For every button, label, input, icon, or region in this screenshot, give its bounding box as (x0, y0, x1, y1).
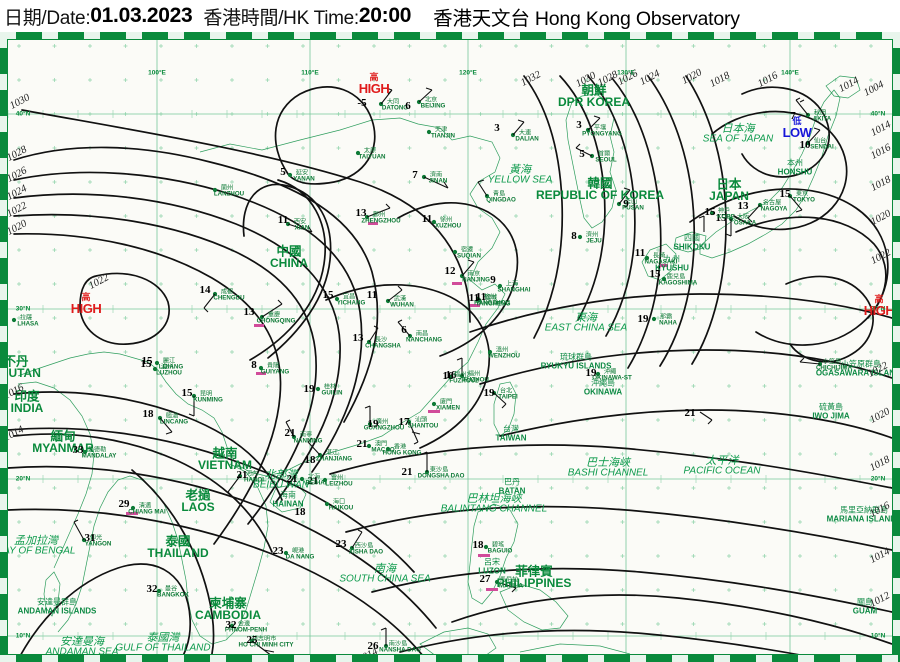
station-dot (426, 129, 432, 135)
weather-chart: .coast{fill:none;stroke:#2f9e5e;stroke-w… (0, 32, 900, 662)
pressure-centre-label-en: LOW (782, 125, 812, 140)
station-dot (287, 172, 293, 178)
station-dot (299, 476, 305, 482)
station-dot (476, 297, 482, 303)
station-dot (366, 443, 372, 449)
high-pressure-centre: 高 HIGH (358, 72, 390, 96)
station-dot (11, 317, 17, 323)
station-dot (483, 544, 489, 550)
station-dot (322, 477, 328, 483)
station-dot (709, 210, 715, 216)
station-dot (577, 234, 583, 240)
pressure-centre-label-en: HIGH (358, 81, 390, 96)
station-dot (487, 349, 493, 355)
station-dot (334, 296, 340, 302)
header-bar: 日期/Date: 01.03.2023 香港時間/HK Time: 20:00 … (0, 0, 900, 32)
date-value: 01.03.2023 (90, 4, 193, 27)
station-dot (385, 446, 391, 452)
low-pressure-centre: 低 LOW (782, 116, 812, 140)
station-dot (497, 283, 503, 289)
station-dot (156, 588, 162, 594)
date-label: 日期/Date: (4, 7, 91, 29)
station-dot (595, 371, 601, 377)
station-dot (315, 386, 321, 392)
time-value: 20:00 (358, 4, 412, 27)
organisation-name: 香港天文台 Hong Kong Observatory (433, 7, 740, 30)
chart-border-inner (7, 39, 893, 655)
station-dot (431, 219, 437, 225)
station-dot (452, 249, 458, 255)
pressure-centre-label-cn: 高 (81, 292, 91, 302)
pressure-centre-label-en: HIGH (863, 303, 895, 318)
station-dot (651, 316, 657, 322)
time-label: 香港時間/HK Time: (203, 7, 359, 29)
station-dot (661, 276, 667, 282)
station-dot (644, 255, 650, 261)
station-dot (324, 501, 330, 507)
station-dot (130, 505, 136, 511)
pressure-centre-label-cn: 低 (792, 116, 802, 126)
pressure-centre-label-cn: 高 (369, 72, 379, 82)
station-dot (154, 360, 160, 366)
station-dot (212, 187, 218, 193)
station-dot (283, 550, 289, 556)
station-dot (447, 374, 453, 380)
station-dot (82, 449, 88, 455)
station-dot (431, 401, 437, 407)
high-pressure-centre: 高 HIGH (70, 292, 102, 316)
pressure-centre-label-en: HIGH (70, 301, 102, 316)
pressure-centre-label-cn: 高 (874, 294, 884, 304)
station-dot (258, 365, 264, 371)
map-geometry-layer: .coast{fill:none;stroke:#2f9e5e;stroke-w… (7, 40, 893, 662)
station-dot (355, 150, 361, 156)
high-pressure-centre: 高 HIGH (863, 294, 895, 318)
station-dot (229, 623, 235, 629)
station-dot (152, 366, 158, 372)
